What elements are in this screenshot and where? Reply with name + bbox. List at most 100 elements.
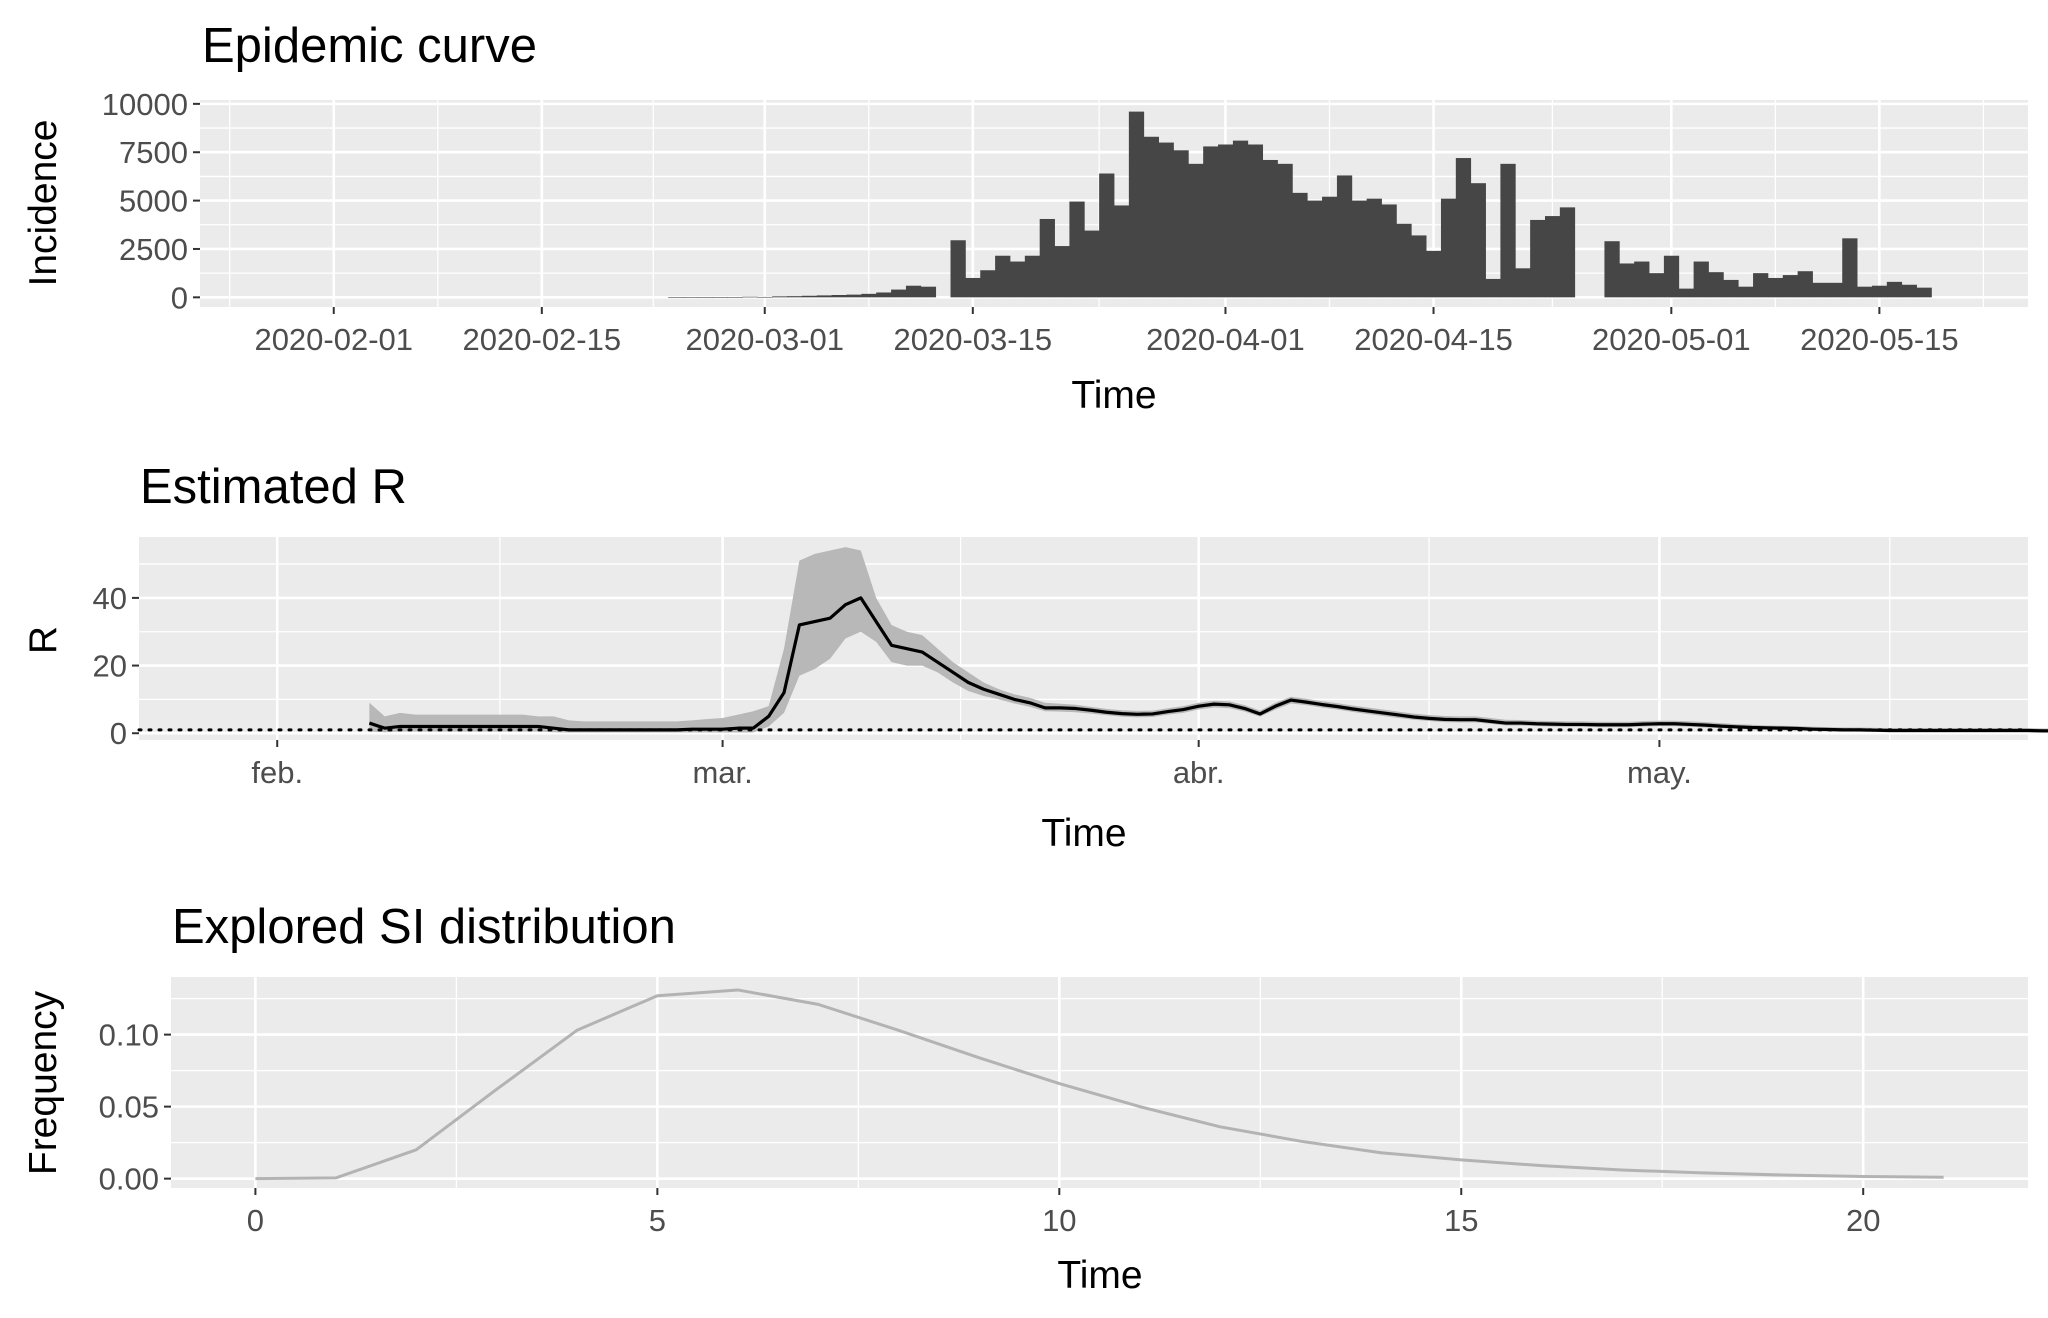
incidence-bar <box>1084 230 1100 298</box>
incidence-bar <box>1916 287 1932 298</box>
incidence-bar <box>1693 261 1709 298</box>
incidence-bar <box>1886 281 1903 298</box>
epidemic-curve-x-axis-title: Time <box>1071 374 1156 417</box>
incidence-bar <box>1411 235 1427 298</box>
incidence-bar <box>1530 219 1546 298</box>
incidence-bar <box>1262 159 1278 298</box>
incidence-bar <box>772 296 788 298</box>
incidence-bar <box>1218 144 1234 298</box>
epidemic-curve-bars <box>668 111 1932 298</box>
incidence-bar <box>950 240 966 298</box>
incidence-bar <box>742 296 758 298</box>
incidence-bar <box>846 294 862 298</box>
incidence-bar <box>1188 163 1204 298</box>
incidence-bar <box>831 295 847 298</box>
incidence-bar <box>668 297 684 298</box>
epidemic-curve-x-tick-label: 2020-05-01 <box>1592 322 1751 357</box>
incidence-bar <box>1604 241 1620 298</box>
incidence-bar <box>905 285 922 298</box>
incidence-bar <box>1069 201 1085 298</box>
estimated-r-x-axis-title: Time <box>1041 812 1126 855</box>
si-distribution-x-tick-label: 10 <box>1042 1203 1076 1238</box>
incidence-bar <box>1678 288 1695 298</box>
incidence-bar <box>1426 250 1442 298</box>
estimated-r-panel: 0 20 40 feb. mar. abr. may. Estimated R R Tim… <box>22 460 2048 855</box>
incidence-bar <box>1767 277 1784 298</box>
epidemic-curve-x-tick-label: 2020-02-01 <box>254 322 413 357</box>
incidence-bar <box>1292 192 1308 298</box>
si-distribution-x-tick-label: 15 <box>1444 1203 1478 1238</box>
incidence-bar <box>861 293 877 298</box>
incidence-bar <box>1871 285 1888 298</box>
incidence-bar <box>712 297 728 298</box>
estimated-r-x-tick-label: mar. <box>692 755 752 790</box>
incidence-bar <box>1634 261 1650 298</box>
incidence-bar <box>1470 183 1486 298</box>
incidence-bar <box>965 277 981 298</box>
incidence-bar <box>1173 150 1189 298</box>
incidence-bar <box>697 297 714 298</box>
estimated-r-title: Estimated R <box>140 460 407 514</box>
incidence-bar <box>1485 278 1501 298</box>
estimated-r-y-axis-title: R <box>22 626 65 654</box>
incidence-bar <box>1857 286 1873 298</box>
si-distribution-x-tick-label: 20 <box>1846 1203 1880 1238</box>
epidemic-curve-y-tick-label: 7500 <box>119 135 188 170</box>
epidemic-curve-x-tick-label: 2020-03-01 <box>685 322 844 357</box>
incidence-bar <box>876 292 892 298</box>
incidence-bar <box>1515 268 1531 298</box>
estimated-r-y-tick-label: 0 <box>110 716 127 751</box>
si-distribution-y-tick-label: 0.10 <box>99 1018 159 1053</box>
estimated-r-credible-interval <box>369 547 2048 733</box>
incidence-bar <box>1114 205 1130 298</box>
incidence-bar <box>1203 146 1219 298</box>
estimated-r-mean-line <box>368 596 2048 733</box>
incidence-bar <box>920 286 937 298</box>
incidence-bar <box>727 297 743 298</box>
incidence-bar <box>1663 255 1680 298</box>
incidence-bar <box>980 270 996 298</box>
incidence-bar <box>1351 200 1368 298</box>
epidemic-curve-x-tick-label: 2020-02-15 <box>463 322 622 357</box>
epidemic-curve-y-tick-label: 5000 <box>119 184 188 219</box>
incidence-bar <box>1782 275 1799 298</box>
incidence-bar <box>683 297 699 298</box>
epidemic-curve-title: Epidemic curve <box>202 19 537 73</box>
si-distribution-grid <box>171 977 2028 1188</box>
incidence-bar <box>757 296 773 298</box>
incidence-bar <box>1366 198 1382 298</box>
epidemic-curve-y-axis-title: Incidence <box>22 120 65 287</box>
incidence-bar <box>1307 200 1323 298</box>
incidence-bar <box>1024 255 1041 298</box>
epidemic-curve-x-axis: 2020-02-01 2020-02-15 2020-03-01 2020-03-15… <box>254 307 1959 357</box>
epidemic-curve-x-tick-label: 2020-04-01 <box>1146 322 1305 357</box>
incidence-bar <box>1753 273 1769 298</box>
incidence-bar <box>1901 284 1917 298</box>
estimated-r-x-tick-label: may. <box>1627 755 1692 790</box>
incidence-bar <box>1039 218 1055 298</box>
si-distribution-plot-area <box>171 977 2028 1188</box>
si-distribution-x-tick-label: 5 <box>649 1203 666 1238</box>
estimated-r-y-axis: 0 20 40 <box>93 581 139 751</box>
epidemic-curve-y-tick-label: 2500 <box>119 232 188 267</box>
incidence-bar <box>1842 238 1858 298</box>
incidence-bar <box>1619 263 1635 298</box>
si-distribution-x-tick-label: 0 <box>247 1203 264 1238</box>
incidence-bar <box>1708 272 1724 298</box>
incidence-bar <box>1797 271 1813 298</box>
estimated-r-x-axis: feb. mar. abr. may. <box>251 740 1692 790</box>
incidence-bar <box>1440 198 1457 298</box>
incidence-bar <box>1099 173 1115 298</box>
incidence-bar <box>1336 175 1353 298</box>
incidence-bar <box>1738 286 1754 298</box>
epidemic-curve-y-axis: 0 2500 5000 7500 10000 <box>102 87 200 315</box>
incidence-bar <box>816 295 833 298</box>
incidence-bar <box>1128 111 1145 298</box>
incidence-bar <box>1396 223 1412 298</box>
si-distribution-y-tick-label: 0.05 <box>99 1090 159 1125</box>
incidence-bar <box>1143 136 1159 298</box>
epidemic-curve-x-tick-label: 2020-05-15 <box>1800 322 1959 357</box>
epidemic-curve-x-tick-label: 2020-03-15 <box>894 322 1053 357</box>
